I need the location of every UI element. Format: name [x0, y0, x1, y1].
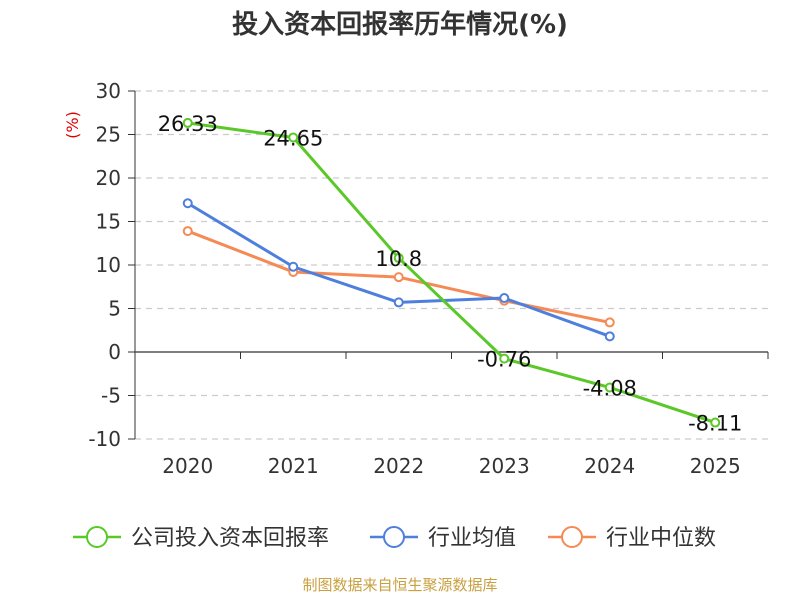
y-tick-label: 0: [108, 340, 121, 364]
y-tick-label: 25: [96, 123, 121, 147]
data-label: 10.8: [375, 247, 422, 271]
legend-label: 行业均值: [428, 526, 516, 551]
data-point: [604, 382, 615, 393]
x-tick-label: 2021: [268, 454, 319, 478]
data-point: [604, 331, 615, 342]
data-label: -8.11: [688, 412, 742, 436]
data-label: 26.33: [158, 112, 218, 136]
x-tick-label: 2024: [584, 454, 635, 478]
x-tick-label: 2022: [373, 454, 424, 478]
y-tick-label: 15: [96, 210, 121, 234]
data-label: -0.76: [477, 348, 531, 372]
source-note: 制图数据来自恒生聚源数据库: [302, 576, 497, 594]
chart-title: 投入资本回报率历年情况(%): [232, 9, 568, 40]
data-labels: 26.33 24.65 10.8 -0.76 -4.08 -8.11: [158, 112, 743, 436]
data-point: [393, 272, 404, 283]
data-point: [499, 353, 510, 364]
y-tick-label: 5: [108, 297, 121, 321]
legend-label: 行业中位数: [606, 526, 716, 551]
legend: 公司投入资本回报率 行业均值 行业中位数: [73, 526, 716, 551]
x-tick-label: 2020: [162, 454, 213, 478]
data-point: [499, 293, 510, 304]
data-point: [182, 226, 193, 237]
y-axis-unit-label: (%): [63, 111, 82, 139]
legend-marker: [86, 526, 108, 548]
x-tick-label: 2023: [479, 454, 530, 478]
data-label: -4.08: [583, 376, 637, 400]
data-point: [288, 132, 299, 143]
data-point: [710, 417, 721, 428]
y-tick-label: 20: [96, 166, 121, 190]
y-tick-label: 10: [96, 253, 121, 277]
series-line: [187, 121, 716, 424]
series-lines: [182, 117, 721, 428]
data-point: [288, 261, 299, 272]
data-point: [182, 117, 193, 128]
data-label: 24.65: [263, 127, 323, 151]
x-tick-label: 2025: [690, 454, 741, 478]
y-tick-label: 30: [96, 79, 121, 103]
data-point: [604, 317, 615, 328]
legend-marker: [383, 526, 405, 548]
legend-label: 公司投入资本回报率: [131, 526, 329, 551]
data-point: [182, 198, 193, 209]
y-tick-label: -10: [88, 427, 121, 451]
data-point: [393, 297, 404, 308]
axes: 30 25 20 15 10 5 0 -5 -10 2020 2021 2022 2023 2024 202…: [88, 79, 769, 478]
y-tick-label: -5: [101, 384, 121, 408]
legend-marker: [561, 526, 583, 548]
data-point: [393, 253, 404, 264]
gridlines: [135, 90, 768, 440]
